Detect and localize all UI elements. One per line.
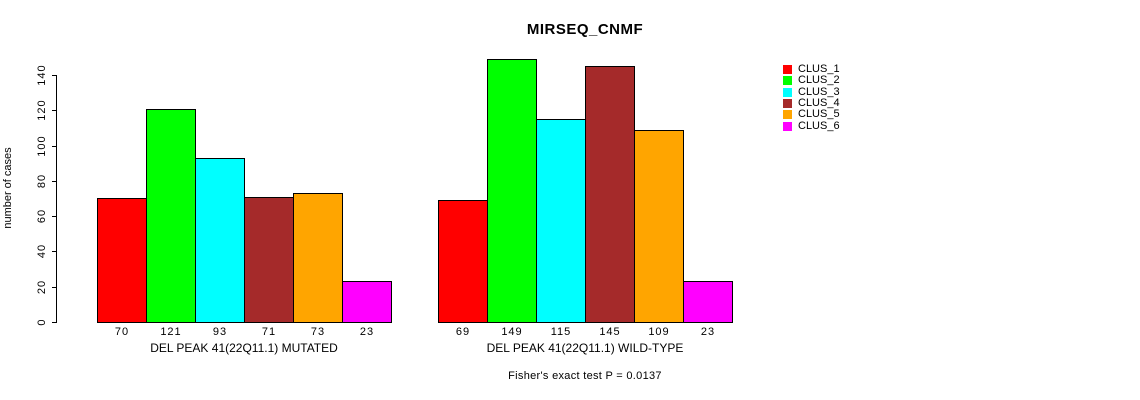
bar-value-label: 145 xyxy=(599,326,621,338)
legend-label: CLUS_1 xyxy=(798,63,840,76)
y-tick xyxy=(52,216,57,217)
bar-clus_2-group0 xyxy=(146,109,196,323)
y-tick-label: 40 xyxy=(36,243,48,259)
bar-clus_5-group0 xyxy=(293,193,343,323)
bar-value-label: 149 xyxy=(501,326,523,338)
legend-row: CLUS_4 xyxy=(783,98,840,109)
legend-swatch-icon xyxy=(783,121,792,131)
legend: CLUS_1 CLUS_2 CLUS_3 CLUS_4 CLUS_5 CLUS_6 xyxy=(783,64,840,132)
legend-row: CLUS_1 xyxy=(783,64,840,75)
bar-value-label: 23 xyxy=(359,326,375,338)
bar-value-label: 121 xyxy=(160,326,182,338)
y-tick-label: 60 xyxy=(36,208,48,224)
bar-clus_6-group1 xyxy=(683,281,733,323)
bar-clus_4-group0 xyxy=(244,197,294,323)
bar-clus_3-group1 xyxy=(536,119,586,323)
y-tick xyxy=(52,322,57,323)
bar-value-label: 93 xyxy=(212,326,228,338)
y-axis-title: number of cases xyxy=(2,147,14,229)
y-tick-label: 0 xyxy=(36,318,48,326)
legend-row: CLUS_2 xyxy=(783,75,840,86)
chart-title: MIRSEQ_CNMF xyxy=(526,21,644,38)
x-group-label-mutated: DEL PEAK 41(22Q11.1) MUTATED xyxy=(150,341,338,355)
bar-clus_3-group0 xyxy=(195,158,245,323)
legend-label: CLUS_2 xyxy=(798,74,840,87)
legend-label: CLUS_5 xyxy=(798,108,840,121)
legend-swatch-icon xyxy=(783,65,792,75)
legend-row: CLUS_3 xyxy=(783,85,840,98)
legend-label: CLUS_3 xyxy=(798,85,840,98)
legend-label: CLUS_6 xyxy=(798,119,840,132)
y-axis-line xyxy=(56,75,57,323)
bar-value-label: 69 xyxy=(455,326,471,338)
bar-clus_1-group0 xyxy=(97,198,147,323)
bar-clus_5-group1 xyxy=(634,130,684,323)
fisher-test-note: Fisher's exact test P = 0.0137 xyxy=(508,370,662,382)
bar-value-label: 73 xyxy=(310,326,326,338)
y-tick-label: 100 xyxy=(36,135,48,157)
y-tick xyxy=(52,287,57,288)
y-tick-label: 20 xyxy=(36,279,48,295)
legend-label: CLUS_4 xyxy=(798,97,840,110)
legend-swatch-icon xyxy=(783,87,792,97)
bar-value-label: 71 xyxy=(261,326,277,338)
bar-value-label: 109 xyxy=(648,326,670,338)
bar-value-label: 23 xyxy=(700,326,716,338)
legend-row: CLUS_5 xyxy=(783,109,840,120)
bar-clus_1-group1 xyxy=(438,200,488,323)
y-tick-label: 120 xyxy=(36,99,48,121)
y-tick xyxy=(52,251,57,252)
bar-clus_6-group0 xyxy=(342,281,392,323)
legend-swatch-icon xyxy=(783,76,792,86)
y-tick xyxy=(52,146,57,147)
bar-clus_2-group1 xyxy=(487,59,537,323)
y-tick-label: 140 xyxy=(36,64,48,86)
bar-value-label: 115 xyxy=(550,326,572,338)
legend-swatch-icon xyxy=(783,99,792,109)
x-group-label-wildtype: DEL PEAK 41(22Q11.1) WILD-TYPE xyxy=(486,341,684,355)
y-tick-label: 80 xyxy=(36,173,48,189)
y-tick xyxy=(52,181,57,182)
y-tick xyxy=(52,110,57,111)
bar-clus_4-group1 xyxy=(585,66,635,323)
legend-row: CLUS_6 xyxy=(783,119,840,132)
bar-value-label: 70 xyxy=(114,326,130,338)
y-tick xyxy=(52,75,57,76)
legend-swatch-icon xyxy=(783,110,792,120)
